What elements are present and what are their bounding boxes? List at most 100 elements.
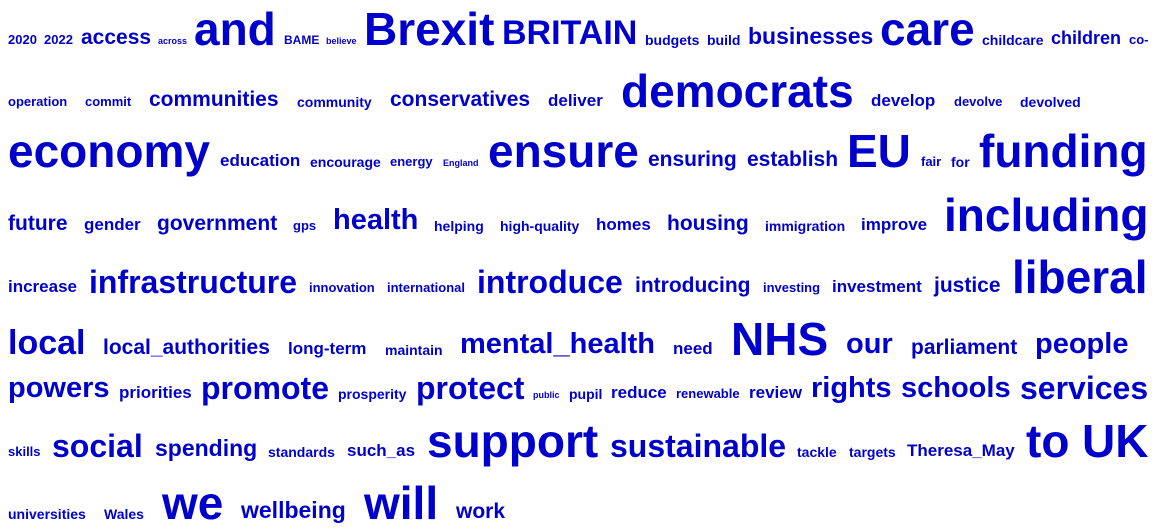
word-53: international <box>387 280 466 295</box>
word-54: introduce <box>477 264 623 300</box>
word-39: gender <box>84 215 141 234</box>
word-15: co- <box>1129 32 1149 47</box>
word-91: targets <box>849 444 896 460</box>
word-38: future <box>8 212 68 235</box>
word-7: Brexit <box>364 3 495 55</box>
word-35: fair <box>921 154 942 169</box>
word-88: support <box>427 415 599 467</box>
word-40: government <box>157 212 278 235</box>
word-32: ensuring <box>648 148 737 171</box>
word-100: work <box>456 500 506 523</box>
word-16: operation <box>8 94 68 109</box>
word-47: immigration <box>765 218 846 234</box>
word-23: develop <box>871 91 936 110</box>
word-26: economy <box>8 125 210 177</box>
word-72: promote <box>201 370 329 406</box>
word-0: 2020 <box>8 32 37 47</box>
word-34: EU <box>847 125 911 177</box>
word-21: deliver <box>548 91 603 110</box>
word-5: BAME <box>284 33 320 47</box>
word-86: standards <box>268 444 335 460</box>
word-19: community <box>297 94 372 110</box>
word-79: review <box>749 383 802 402</box>
word-64: mental_health <box>460 328 655 360</box>
word-94: UK <box>1082 415 1149 467</box>
word-27: education <box>220 151 301 170</box>
word-18: communities <box>149 88 279 111</box>
word-98: wellbeing <box>241 497 346 523</box>
word-83: skills <box>8 444 41 459</box>
word-55: introducing <box>635 274 751 297</box>
word-58: justice <box>934 274 1001 297</box>
word-44: high-quality <box>500 218 580 234</box>
word-71: priorities <box>119 383 192 402</box>
word-61: local_authorities <box>103 336 270 359</box>
word-17: commit <box>85 94 132 109</box>
word-46: housing <box>667 212 749 235</box>
word-82: services <box>1020 370 1149 406</box>
word-78: renewable <box>676 386 740 401</box>
word-89: sustainable <box>610 428 787 464</box>
word-80: rights <box>811 372 892 404</box>
word-30: England <box>443 158 479 168</box>
word-67: our <box>846 328 893 360</box>
word-25: devolved <box>1020 94 1081 110</box>
word-57: investment <box>832 277 922 296</box>
word-96: Wales <box>104 506 144 522</box>
word-6: believe <box>326 36 357 46</box>
word-70: powers <box>8 372 110 404</box>
word-41: gps <box>293 218 317 233</box>
word-84: social <box>52 428 143 464</box>
word-99: will <box>364 477 439 529</box>
word-43: helping <box>434 218 484 234</box>
word-1: 2022 <box>44 32 73 47</box>
word-28: encourage <box>310 154 381 170</box>
word-52: innovation <box>309 280 375 295</box>
word-93: to <box>1026 415 1070 467</box>
word-66: NHS <box>731 313 829 365</box>
word-75: public <box>533 390 560 400</box>
word-97: we <box>162 477 224 529</box>
word-90: tackle <box>797 444 837 460</box>
word-85: spending <box>155 435 258 461</box>
word-42: health <box>333 204 419 236</box>
word-60: local <box>8 324 86 362</box>
word-10: build <box>707 32 741 48</box>
word-69: people <box>1035 328 1129 360</box>
word-74: protect <box>416 370 525 406</box>
word-59: liberal <box>1012 251 1148 303</box>
word-45: homes <box>596 215 651 234</box>
word-65: need <box>673 339 713 358</box>
word-49: including <box>944 189 1149 241</box>
word-13: childcare <box>982 32 1044 48</box>
word-95: universities <box>8 506 86 522</box>
word-62: long-term <box>288 339 367 358</box>
word-14: children <box>1051 28 1122 48</box>
word-12: care <box>880 3 975 55</box>
word-11: businesses <box>748 23 874 49</box>
word-76: pupil <box>569 386 603 402</box>
word-51: infrastructure <box>89 264 298 300</box>
word-48: improve <box>861 215 928 234</box>
word-36: for <box>951 154 970 170</box>
word-8: BRITAIN <box>502 14 638 52</box>
word-24: devolve <box>954 94 1003 109</box>
word-81: schools <box>901 372 1011 404</box>
word-37: funding <box>979 125 1148 177</box>
word-77: reduce <box>611 383 667 402</box>
word-31: ensure <box>488 125 639 177</box>
word-92: Theresa_May <box>907 441 1015 460</box>
word-9: budgets <box>645 32 700 48</box>
word-63: maintain <box>385 342 443 358</box>
word-22: democrats <box>621 65 854 117</box>
word-87: such_as <box>347 441 416 460</box>
word-33: establish <box>747 148 839 171</box>
word-56: investing <box>763 280 821 295</box>
word-29: energy <box>390 154 433 169</box>
word-20: conservatives <box>390 88 531 111</box>
word-50: increase <box>8 277 77 296</box>
word-68: parliament <box>911 336 1018 359</box>
word-4: and <box>194 3 276 55</box>
word-73: prosperity <box>338 386 407 402</box>
